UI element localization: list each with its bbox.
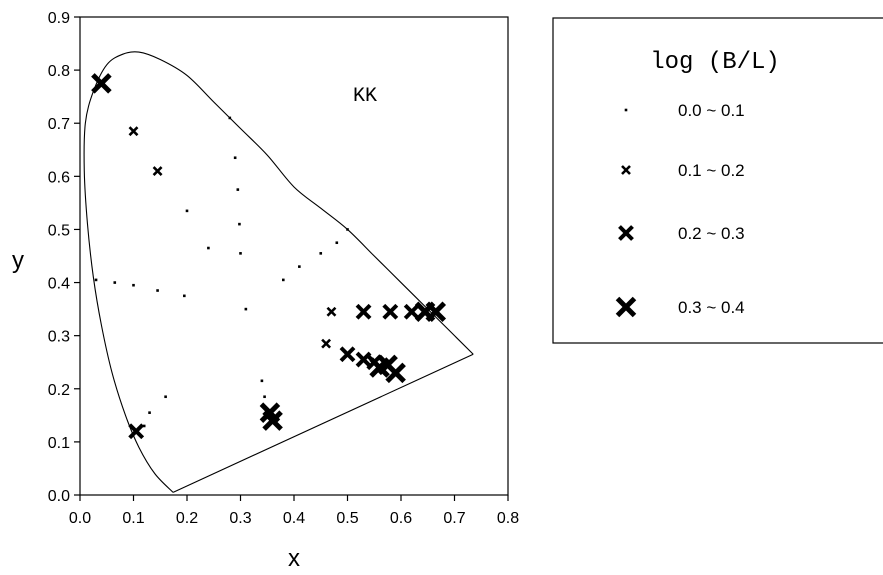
data-point-series-1 — [152, 166, 163, 176]
legend-marker-3 — [615, 296, 637, 318]
x-tick-label: 0.1 — [122, 510, 144, 527]
y-axis: 0.0 0.1 0.2 0.3 0.4 0.5 0.6 0.7 0.8 0.9 — [48, 10, 80, 505]
data-point-series-0 — [185, 209, 189, 213]
spectral-locus-curve — [83, 51, 474, 493]
data-point-series-0 — [132, 283, 135, 287]
data-point-series-0 — [244, 307, 248, 311]
purple-line — [172, 353, 474, 493]
data-point-series-2 — [339, 346, 356, 363]
data-point-series-0 — [164, 395, 167, 399]
legend-title: log (B/L) — [650, 49, 780, 76]
x-axis: 0.0 0.1 0.2 0.3 0.4 0.5 0.6 0.7 0.8 — [69, 495, 519, 527]
data-point-series-0 — [238, 222, 241, 226]
data-point-series-0 — [335, 241, 339, 245]
data-point-series-0 — [183, 294, 186, 298]
y-tick-label: 0.5 — [48, 222, 70, 239]
legend-label: 0.3 ~ 0.4 — [678, 298, 745, 317]
x-tick-label: 0.7 — [443, 510, 465, 527]
data-point-series-2 — [355, 303, 372, 320]
legend-marker-0 — [624, 108, 628, 112]
data-point-series-3 — [425, 301, 447, 323]
data-point-series-0 — [298, 265, 301, 268]
chart-annotation: KK — [353, 85, 377, 108]
data-point-series-0 — [113, 281, 117, 284]
y-tick-label: 0.0 — [48, 488, 70, 505]
data-point-series-0 — [236, 188, 240, 191]
x-tick-label: 0.6 — [390, 510, 412, 527]
data-point-series-0 — [142, 424, 146, 428]
y-tick-label: 0.7 — [48, 116, 70, 133]
plot-frame — [79, 16, 509, 496]
x-tick-label: 0.8 — [497, 510, 519, 527]
y-axis-label: y — [12, 247, 24, 274]
data-point-series-0 — [346, 228, 349, 231]
y-tick-label: 0.6 — [48, 169, 70, 186]
x-tick-label: 0.2 — [176, 510, 198, 527]
data-point-series-0 — [282, 278, 285, 282]
data-point-series-2 — [128, 423, 145, 440]
y-tick-label: 0.2 — [48, 382, 70, 399]
data-point-series-2 — [382, 303, 399, 320]
legend-marker-2 — [618, 225, 634, 241]
x-tick-label: 0.3 — [229, 510, 251, 527]
legend-marker-1 — [621, 165, 631, 175]
data-point-series-0 — [233, 156, 237, 160]
data-point-series-0 — [319, 252, 323, 255]
data-points — [91, 73, 447, 440]
data-point-series-1 — [128, 126, 139, 137]
data-point-series-0 — [207, 246, 210, 250]
y-tick-label: 0.1 — [48, 435, 70, 452]
x-axis-label: x — [288, 545, 300, 572]
data-point-series-0 — [239, 252, 242, 255]
data-point-series-0 — [228, 116, 232, 120]
data-point-series-0 — [156, 289, 159, 292]
y-tick-label: 0.9 — [48, 10, 70, 27]
legend-box — [552, 17, 883, 344]
y-tick-label: 0.3 — [48, 329, 70, 346]
y-tick-label: 0.4 — [48, 276, 70, 293]
data-point-series-2 — [355, 351, 372, 368]
legend-items: 0.0 ~ 0.1 0.1 ~ 0.2 0.2 ~ 0.3 0.3 ~ 0.4 — [615, 101, 745, 318]
data-point-series-0 — [94, 278, 98, 282]
data-point-series-2 — [403, 303, 420, 320]
data-point-series-3 — [91, 73, 112, 94]
data-point-series-0 — [148, 411, 151, 414]
legend-label: 0.0 ~ 0.1 — [678, 101, 745, 120]
x-tick-label: 0.0 — [69, 510, 91, 527]
x-tick-label: 0.5 — [336, 510, 358, 527]
legend-label: 0.2 ~ 0.3 — [678, 224, 745, 243]
data-point-series-0 — [263, 395, 266, 399]
data-point-series-0 — [260, 379, 264, 383]
legend: log (B/L) 0.0 ~ 0.1 0.1 ~ 0.2 0.2 ~ 0.3 0.3… — [552, 17, 883, 344]
data-point-series-3 — [385, 362, 406, 384]
data-point-series-3 — [262, 410, 283, 431]
y-tick-label: 0.8 — [48, 63, 70, 80]
chromaticity-boundary — [83, 51, 474, 493]
data-point-series-1 — [326, 306, 337, 317]
x-tick-label: 0.4 — [283, 510, 305, 527]
data-point-series-1 — [321, 338, 332, 349]
legend-label: 0.1 ~ 0.2 — [678, 161, 745, 180]
